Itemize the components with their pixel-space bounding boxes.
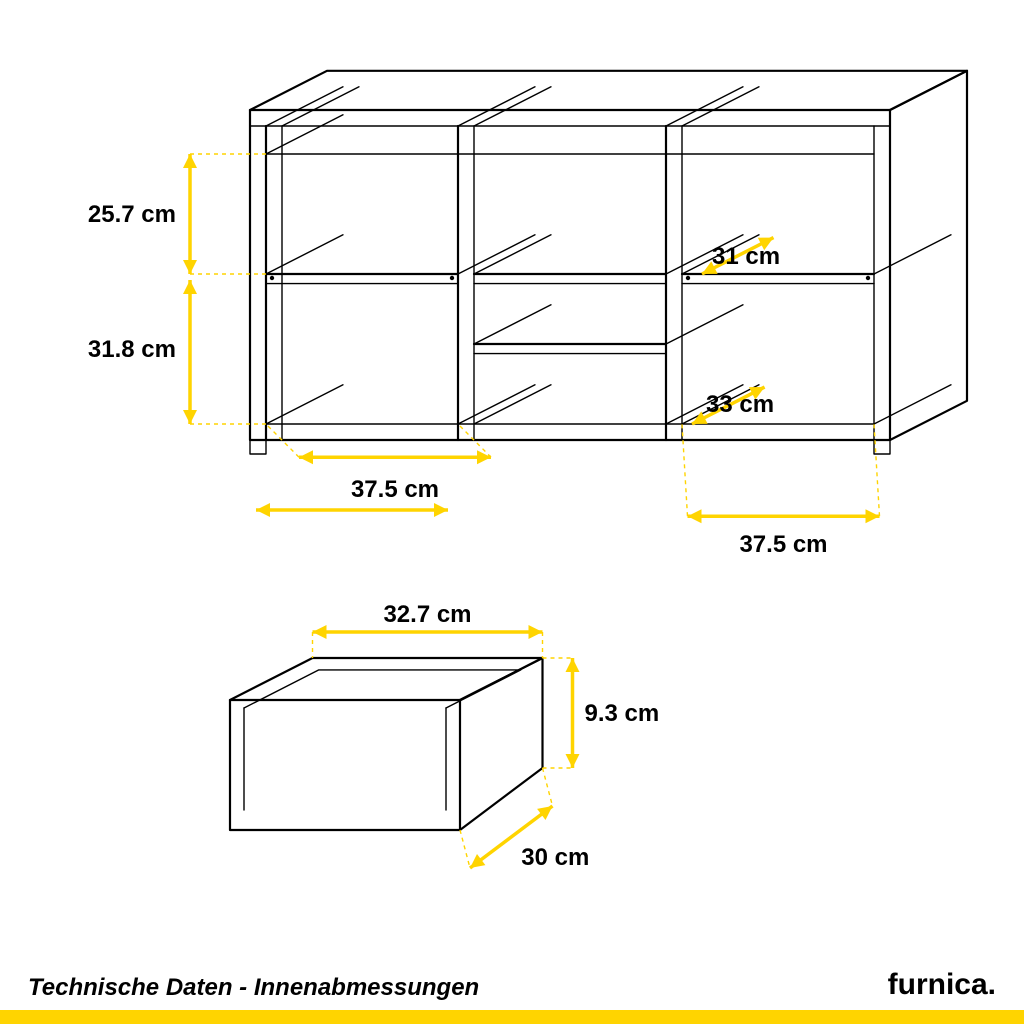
dim-label: 31.8 cm <box>88 336 176 363</box>
footer-brand: furnica. <box>888 968 996 1002</box>
footer-stripe <box>0 1010 1024 1024</box>
dim-label: 32.7 cm <box>383 601 471 628</box>
dim-label: 30 cm <box>521 844 589 871</box>
dim-label: 37.5 cm <box>739 531 827 558</box>
dim-label: 31 cm <box>712 243 780 270</box>
dim-label: 37.5 cm <box>351 476 439 503</box>
dim-label: 33 cm <box>706 391 774 418</box>
footer-title: Technische Daten - Innenabmessungen <box>28 974 479 1002</box>
dim-label: 25.7 cm <box>88 201 176 228</box>
dim-label: 9.3 cm <box>585 700 660 727</box>
